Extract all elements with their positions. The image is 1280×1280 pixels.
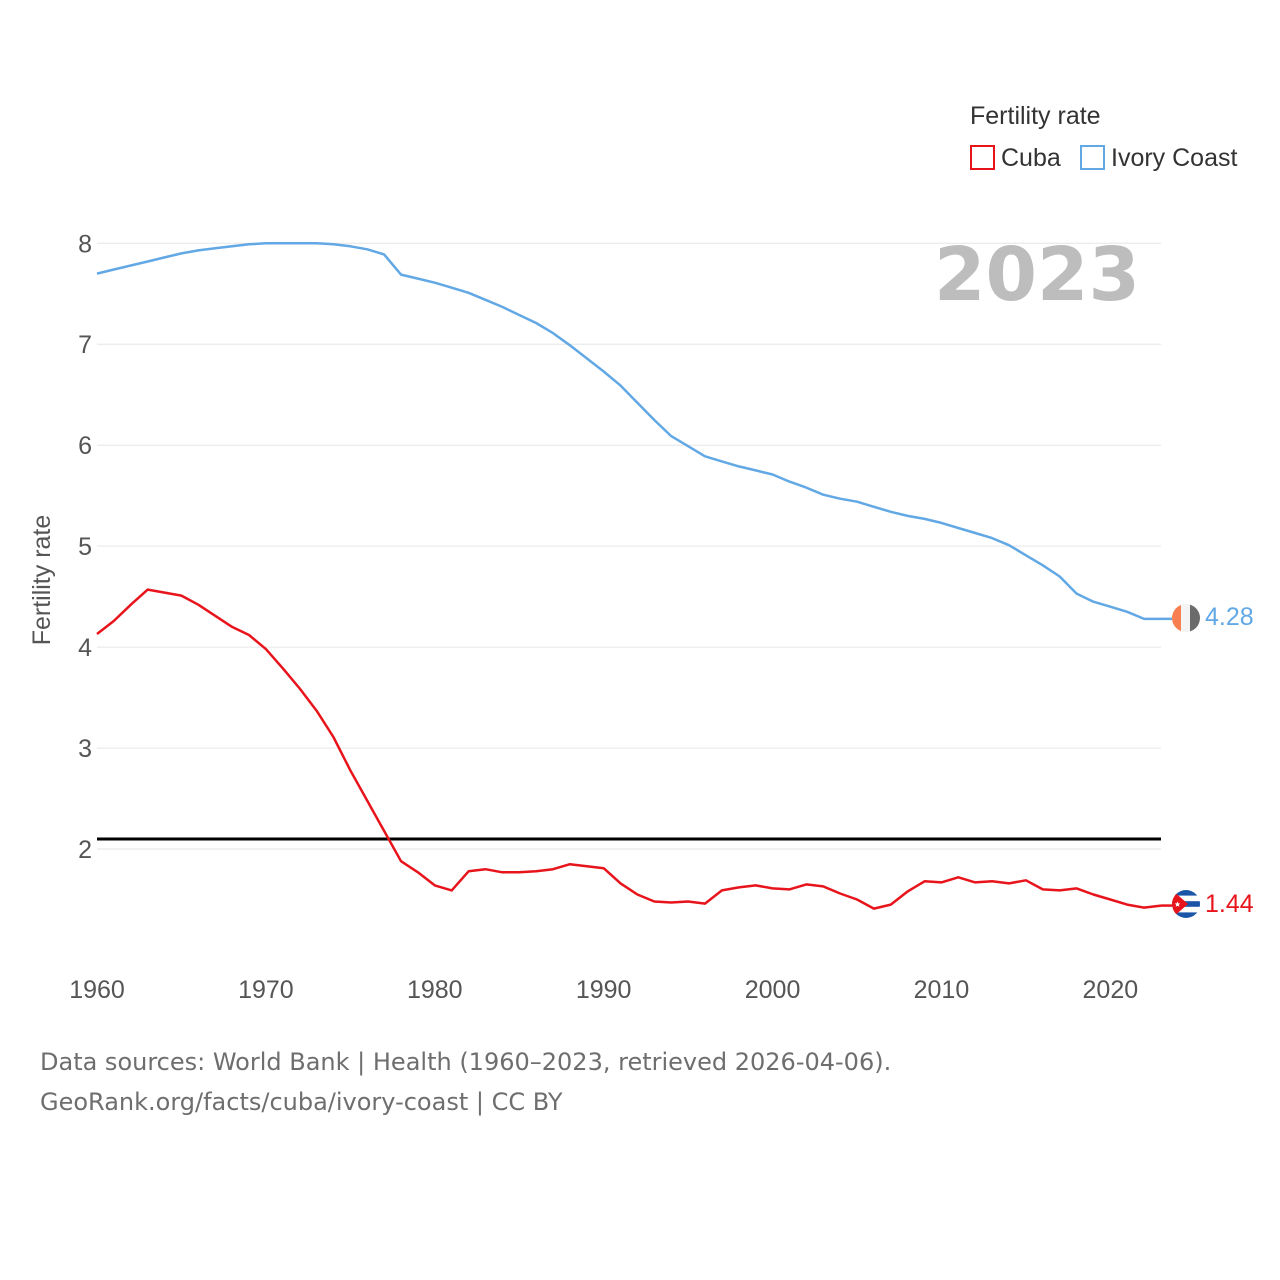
x-axis: 1960 1970 1980 1990 2000 2010 2020: [69, 976, 1138, 1004]
series-line-cuba: [96, 588, 1162, 910]
legend: Fertility rate Cuba Ivory Coast: [970, 102, 1237, 172]
legend-swatch-ivory-coast: [1080, 145, 1105, 170]
x-tick-label-2010: 2010: [914, 976, 970, 1004]
flag-ivory-coast-icon: [1172, 604, 1200, 632]
x-tick-label-1970: 1970: [238, 976, 294, 1004]
legend-item-ivory-coast[interactable]: Ivory Coast: [1080, 144, 1237, 172]
year-label: 2023: [934, 232, 1140, 318]
grid: [97, 242, 1161, 850]
y-tick-label-8: 8: [78, 230, 92, 258]
y-tick-label-3: 3: [78, 735, 92, 763]
series-layer: [96, 242, 1172, 910]
series-line-ivory-coast: [96, 242, 1161, 621]
end-label-cuba: 1.44: [1205, 890, 1254, 918]
x-tick-label-2000: 2000: [745, 976, 801, 1004]
x-tick-label-1960: 1960: [69, 976, 125, 1004]
legend-label-cuba: Cuba: [1001, 144, 1061, 172]
legend-item-cuba[interactable]: Cuba: [970, 144, 1061, 172]
y-tick-label-6: 6: [78, 432, 92, 460]
legend-label-ivory-coast: Ivory Coast: [1111, 144, 1237, 172]
fertility-rate-chart: 2 3 4 5 6 7 8 1960 1970 1980 1990 2000 2010 2020 Fer…: [28, 102, 1254, 1004]
data-sources-text: Data sources: World Bank | Health (1960–…: [40, 1048, 892, 1076]
legend-swatch-cuba: [970, 145, 995, 170]
y-axis: 2 3 4 5 6 7 8: [78, 230, 92, 864]
y-tick-label-4: 4: [78, 634, 92, 662]
flag-cuba-icon: [1172, 890, 1200, 918]
y-tick-label-5: 5: [78, 533, 92, 561]
x-tick-label-2020: 2020: [1083, 976, 1139, 1004]
x-tick-label-1990: 1990: [576, 976, 632, 1004]
end-label-ivory-coast: 4.28: [1205, 603, 1254, 631]
legend-title: Fertility rate: [970, 102, 1101, 130]
footer: Data sources: World Bank | Health (1960–…: [40, 1042, 891, 1122]
attribution-link[interactable]: GeoRank.org/facts/cuba/ivory-coast | CC …: [40, 1088, 563, 1116]
y-tick-label-7: 7: [78, 331, 92, 359]
y-axis-label: Fertility rate: [28, 515, 56, 646]
y-tick-label-2: 2: [78, 836, 92, 864]
x-tick-label-1980: 1980: [407, 976, 463, 1004]
